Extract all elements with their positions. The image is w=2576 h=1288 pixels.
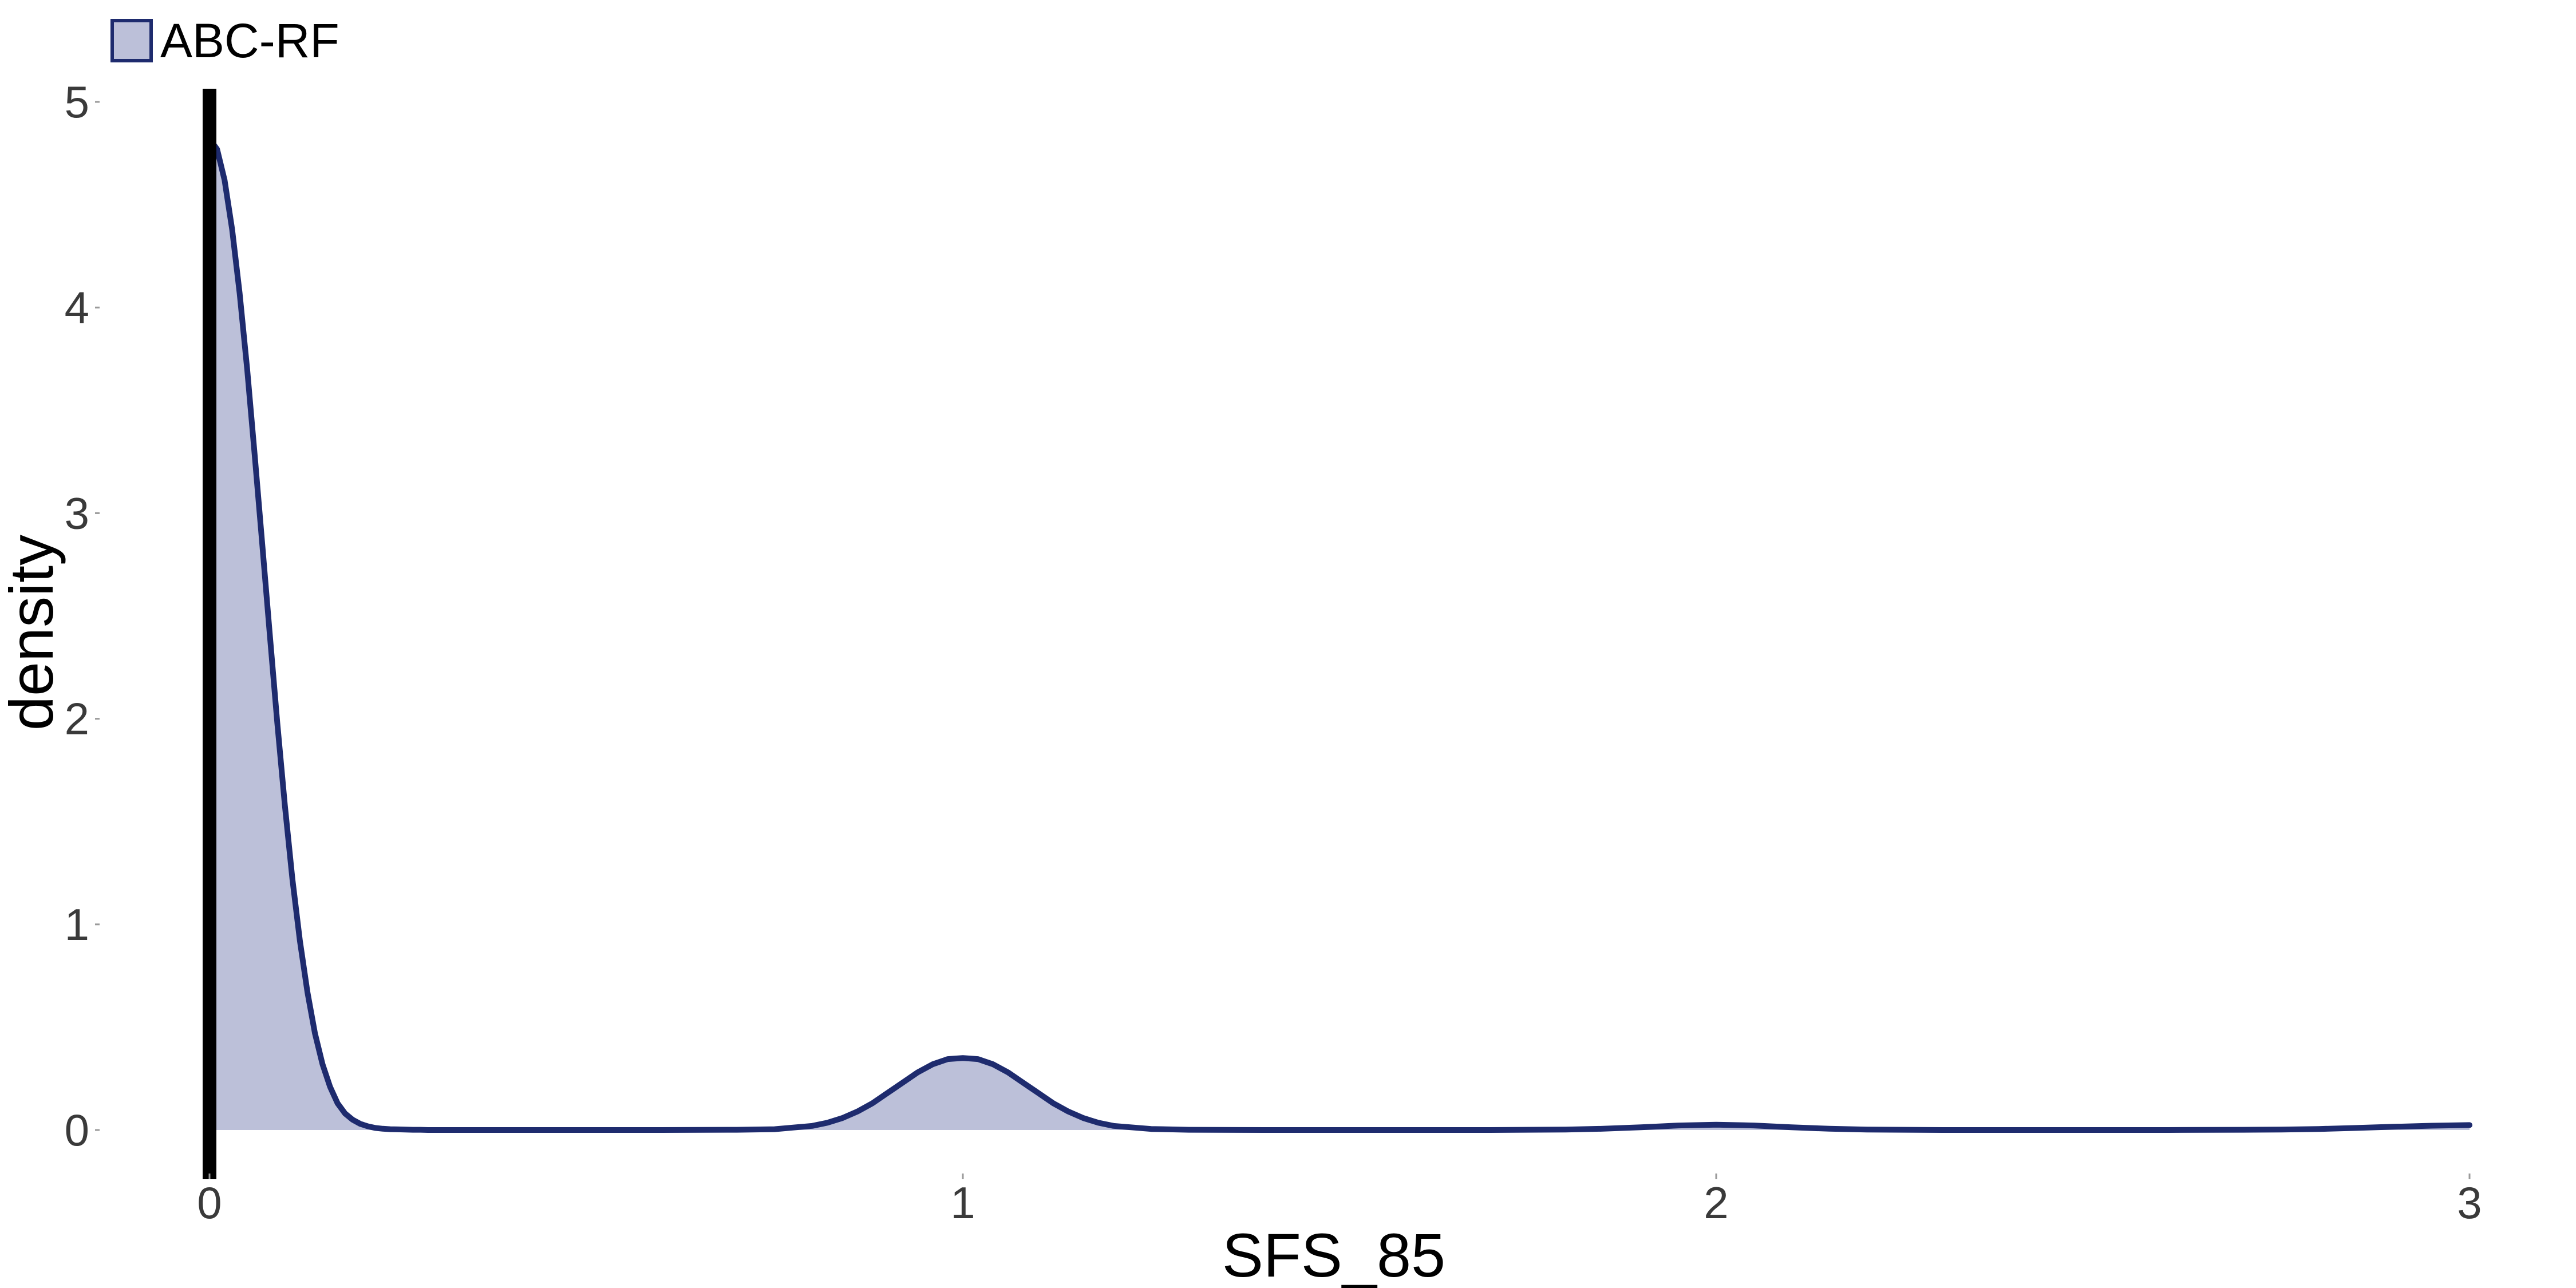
y-tick-label: 0 (65, 1105, 89, 1155)
y-tick-label: 1 (65, 899, 89, 950)
plot-area (203, 89, 2472, 1179)
legend: ABC-RF (110, 14, 339, 68)
density-area-0 (210, 139, 2470, 1131)
x-axis-title: SFS_85 (1222, 1220, 1445, 1288)
density-line-0[interactable] (207, 136, 2472, 1133)
x-tick-label: 1 (950, 1178, 975, 1228)
x-tick-label: 2 (1704, 1178, 1728, 1228)
legend-label: ABC-RF (160, 14, 339, 68)
y-tick-label: 2 (65, 694, 89, 744)
axes: 0 1 2 3 4 5 0 1 2 3 (65, 77, 2482, 1228)
y-axis-title: density (0, 535, 66, 730)
y-tick-label: 4 (65, 282, 89, 333)
y-tick-label: 5 (65, 77, 89, 127)
x-tick-label: 0 (197, 1178, 222, 1228)
legend-swatch[interactable] (110, 19, 153, 62)
y-tick-label: 3 (65, 488, 89, 538)
x-tick-label: 3 (2457, 1178, 2482, 1228)
